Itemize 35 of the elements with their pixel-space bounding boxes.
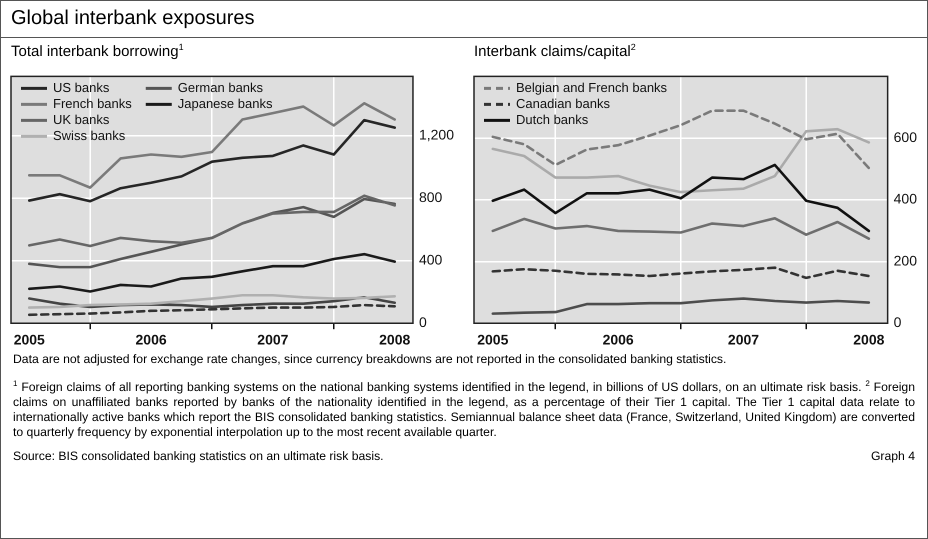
x-tick-label: 2008 <box>379 331 410 348</box>
y-tick-label: 600 <box>894 128 918 145</box>
text: $^{1}$ Foreign claims of all reporting banking systems on the national banking systems identified in the legend, in billions of US dollars, on an ultimate risk basis. $^{2}$ Foreign claims on unaffiliated banks reported by banks of the nationality identified in the legend, as a percentage of their Tier 1 capital. The Tier 1 capital data relate to internationally active banks which report the BIS consolidated banking statistics. Semiannual balance sheet data (France, Switzerland, United Kingdom) are converted to quarterly frequency by exponential interpolation up to the most recent available quarter. <box>13 378 915 440</box>
text: Data are not adjusted for exchange rate changes, since currency breakdowns are not reported in the consolidated banking statistics. <box>13 352 728 367</box>
legend-label: Belgian and French banks <box>516 80 668 95</box>
line-series <box>492 109 870 170</box>
line-series <box>492 266 870 280</box>
chart-title: Total interbank borrowing$^{1}$ <box>10 41 185 62</box>
line-series <box>28 304 396 316</box>
caption: Graph 4 <box>870 449 915 464</box>
legend-label: UK banks <box>53 112 110 127</box>
legend-label: Swiss banks <box>53 128 126 143</box>
x-tick-label: 2005 <box>14 331 46 348</box>
x-tick-label: 2006 <box>602 331 634 348</box>
y-tick-label: 200 <box>894 252 918 268</box>
legend-label: German banks <box>178 80 264 95</box>
x-tick-label: 2005 <box>477 331 509 348</box>
legend-label: Japanese banks <box>178 96 273 111</box>
y-tick-label: 400 <box>418 252 443 268</box>
legend-label: Dutch banks <box>516 112 589 127</box>
y-tick-label: 400 <box>894 190 918 207</box>
x-tick-label: 2008 <box>853 331 885 348</box>
chart-title: Interbank claims/capital$^{2}$ <box>473 41 637 62</box>
source-note: Source: BIS consolidated banking statistics on an ultimate risk basis. <box>13 449 384 464</box>
legend-label: Canadian banks <box>516 96 610 111</box>
x-tick-label: 2006 <box>136 331 167 348</box>
y-tick-label: 0 <box>894 314 902 330</box>
legend-label: US banks <box>53 80 110 95</box>
text: Global interbank exposures <box>1 1 927 38</box>
x-tick-label: 2007 <box>257 331 289 348</box>
y-tick-label: 0 <box>418 314 427 330</box>
legend-label: French banks <box>53 96 132 111</box>
y-tick-label: 1,200 <box>418 126 454 143</box>
x-tick-label: 2007 <box>728 331 760 348</box>
y-tick-label: 800 <box>418 189 443 206</box>
